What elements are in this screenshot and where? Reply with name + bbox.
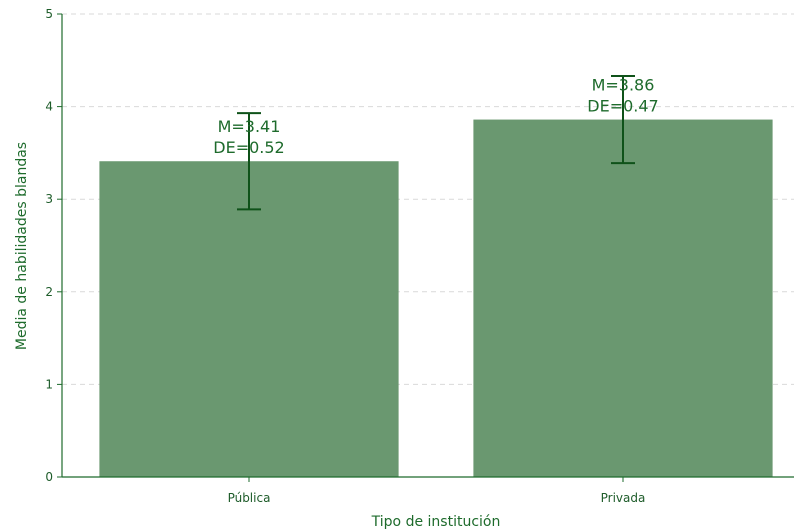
- x-tick-label: Pública: [228, 491, 271, 505]
- y-tick-label: 4: [45, 100, 53, 114]
- axes: [57, 13, 794, 482]
- error-bars: [237, 75, 635, 211]
- bar-value-label: DE=0.52: [213, 138, 284, 157]
- y-tick-label: 3: [45, 192, 53, 206]
- bar-value-labels: M=3.41 DE=0.52 M=3.86 DE=0.47: [213, 76, 658, 158]
- bar-publica: [99, 161, 399, 477]
- bar-value-label: M=3.86: [592, 76, 655, 95]
- y-tick-label: 0: [45, 470, 53, 484]
- x-axis-title: Tipo de institución: [371, 514, 501, 530]
- y-tick-label: 1: [45, 377, 53, 391]
- bar-value-label: M=3.41: [218, 117, 281, 136]
- y-tick-label: 5: [45, 7, 53, 21]
- y-axis-title: Media de habilidades blandas: [14, 142, 30, 350]
- tick-labels: Pública Privada 0 1 2 3 4 5: [45, 7, 645, 505]
- bar-value-label: DE=0.47: [587, 97, 658, 116]
- y-tick-label: 2: [45, 285, 53, 299]
- bars: [99, 119, 773, 478]
- x-tick-label: Privada: [601, 491, 646, 505]
- bar-privada: [473, 119, 773, 478]
